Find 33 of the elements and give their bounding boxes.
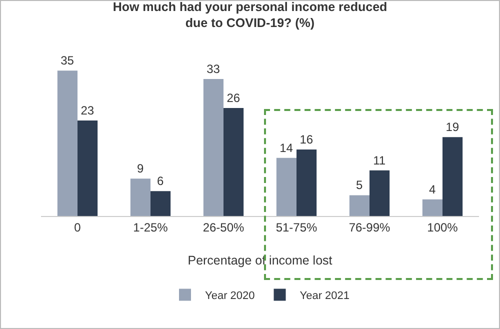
data-label: 14 (280, 140, 294, 155)
data-label: 26 (226, 91, 240, 106)
data-label: 33 (206, 62, 220, 76)
data-label: 5 (356, 178, 363, 192)
x-tick-label: 76-99% (348, 220, 391, 234)
data-label: 6 (157, 174, 164, 188)
chart-title: How much had your personal income reduced due to COVID-19? (%) (112, 0, 388, 30)
data-label: 19 (446, 120, 460, 134)
data-label: 11 (373, 153, 386, 168)
data-label: 35 (60, 54, 74, 68)
legend-label: Year 2020 (205, 290, 255, 302)
x-tick-label: 26-50% (202, 220, 245, 234)
bar (276, 158, 296, 216)
bar (150, 191, 171, 216)
bar (442, 137, 463, 216)
bar (57, 70, 78, 216)
data-label: 9 (136, 162, 144, 176)
data-label: 16 (300, 132, 314, 147)
legend-label: Year 2021 (300, 290, 350, 302)
bar (130, 178, 150, 216)
bar (370, 170, 390, 216)
data-label: 4 (428, 182, 436, 196)
data-label: 23 (80, 103, 94, 118)
bar (224, 108, 244, 216)
bar (203, 78, 224, 216)
bar (296, 150, 317, 216)
bar (349, 195, 370, 216)
x-tick-label: 51-75% (276, 220, 318, 234)
bar (422, 199, 442, 216)
x-tick-label: 0 (74, 220, 82, 234)
x-tick-label: 1-25% (133, 220, 168, 234)
bar (78, 120, 98, 216)
x-tick-label: 100% (427, 220, 458, 234)
